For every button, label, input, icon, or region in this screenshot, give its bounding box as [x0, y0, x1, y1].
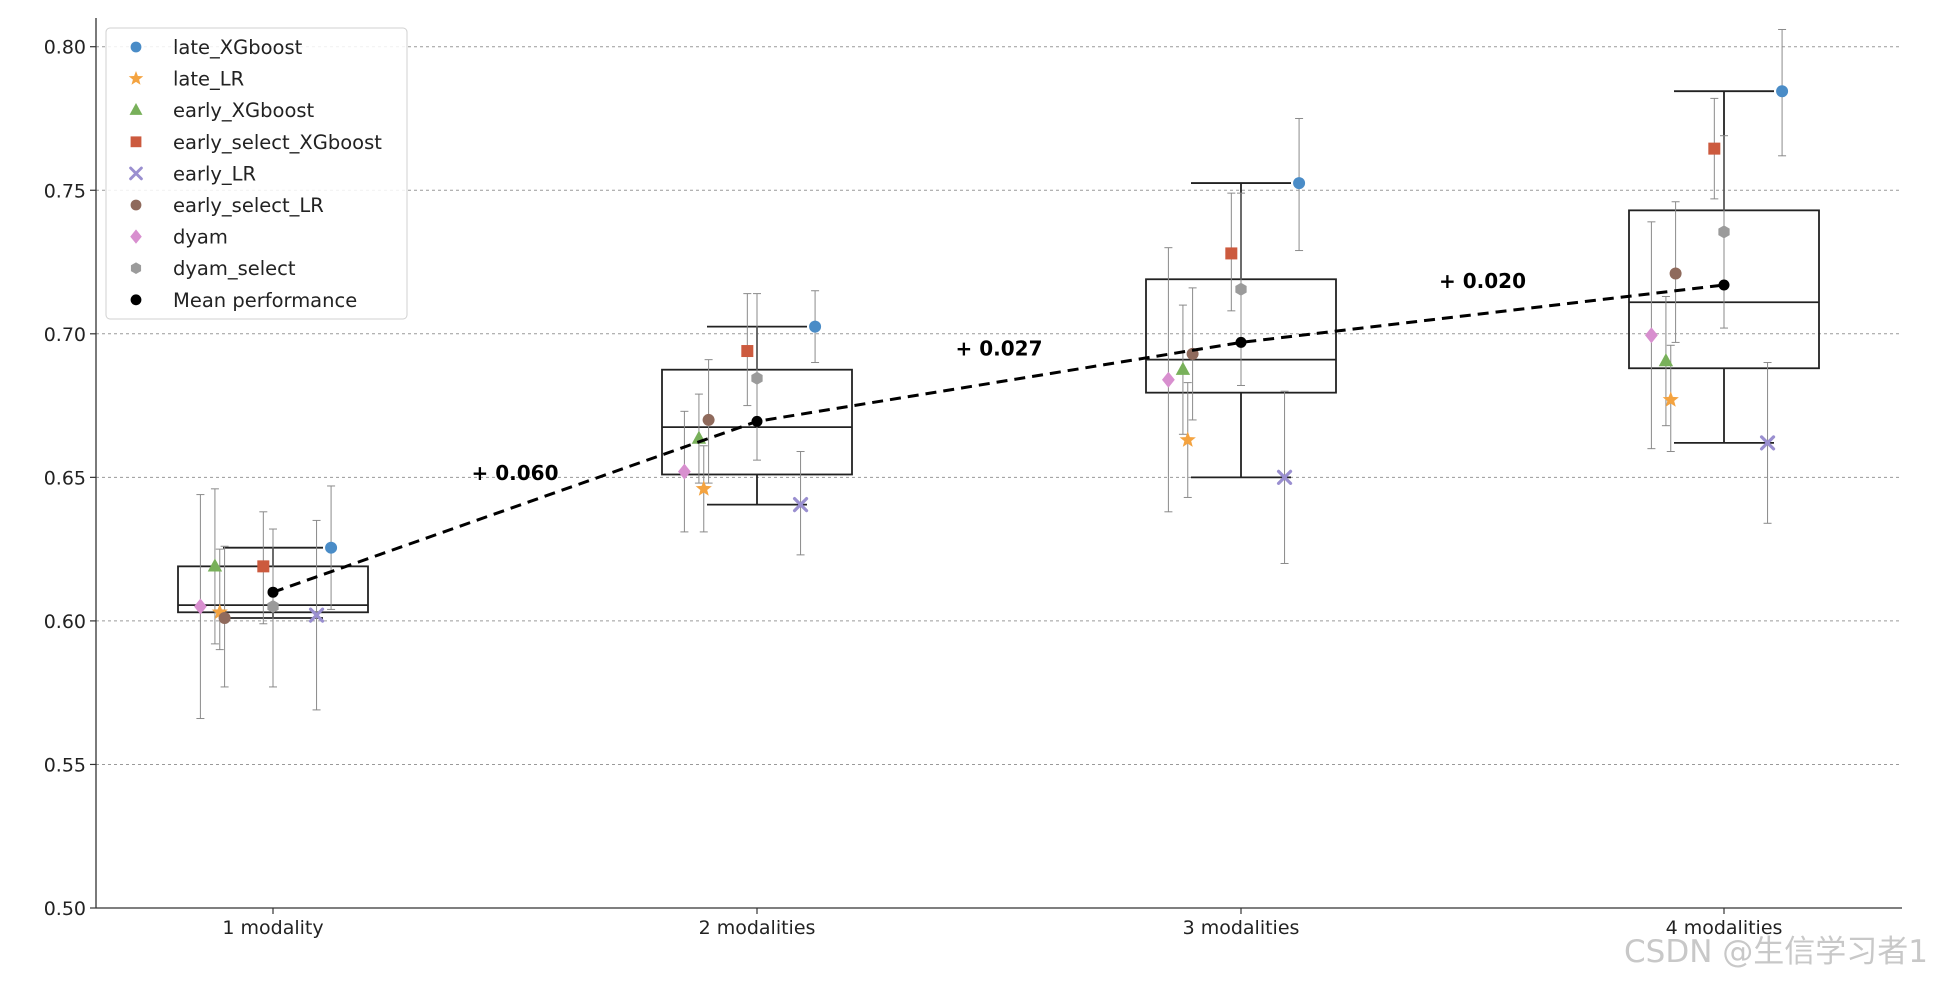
point-late-xgboost — [325, 541, 338, 554]
improvement-annotations: + 0.060 + 0.027 + 0.020 — [472, 269, 1526, 485]
y-tick-label: 0.75 — [44, 180, 86, 202]
point-dyam-select — [1235, 282, 1247, 296]
point-late-lr — [211, 603, 228, 620]
point-early-xgboost — [1658, 353, 1674, 367]
improvement-label: + 0.027 — [956, 336, 1043, 360]
y-tick-label: 0.65 — [44, 467, 86, 489]
x-marker-stroke — [1276, 469, 1293, 485]
legend-label: early_select_XGboost — [173, 131, 382, 154]
legend-marker-late-lr — [128, 70, 144, 85]
point-early-select-xgboost — [1225, 247, 1238, 260]
point-mean-performance — [267, 586, 279, 598]
point-early-select-xgboost — [1708, 142, 1721, 155]
point-early-select-lr — [1669, 267, 1682, 280]
legend-marker-late-xgboost — [130, 41, 142, 53]
point-late-xgboost — [809, 320, 822, 333]
x-tick-label: 2 modalities — [699, 917, 816, 939]
legend-label: late_LR — [173, 68, 244, 91]
point-mean-performance — [1235, 336, 1247, 348]
legend-marker-early-select-xgboost — [130, 136, 142, 148]
point-dyam-select — [267, 600, 279, 614]
x-marker-stroke — [792, 497, 809, 513]
legend-marker-mean-performance — [130, 294, 142, 306]
x-marker-stroke — [1759, 435, 1776, 451]
point-dyam — [678, 463, 691, 480]
legend-label: early_select_LR — [173, 194, 324, 217]
point-early-select-xgboost — [741, 345, 754, 358]
x-tick-label: 3 modalities — [1183, 917, 1300, 939]
point-early-lr — [1759, 435, 1776, 451]
x-marker-stroke — [129, 166, 143, 181]
improvement-label: + 0.060 — [472, 461, 559, 485]
point-early-lr — [308, 607, 325, 623]
trend-line — [272, 283, 1725, 594]
point-late-lr — [1662, 391, 1679, 407]
legend-marker-early-lr — [129, 166, 143, 181]
legend-label: early_XGboost — [173, 99, 315, 122]
point-mean-performance — [751, 415, 763, 427]
point-late-xgboost — [1293, 177, 1306, 190]
point-early-select-lr — [218, 612, 231, 625]
point-dyam — [1162, 371, 1175, 388]
legend-label: early_LR — [173, 162, 256, 185]
point-late-xgboost — [1776, 85, 1789, 98]
x-axis-ticks: 1 modality 2 modalities 3 modalities 4 moda… — [222, 908, 1782, 939]
y-tick-label: 0.50 — [44, 898, 86, 920]
point-early-xgboost — [207, 558, 223, 572]
x-tick-label: 1 modality — [222, 917, 323, 939]
legend-label: dyam_select — [173, 257, 296, 280]
y-tick-label: 0.55 — [44, 754, 86, 776]
x-marker-stroke — [308, 607, 325, 623]
point-early-select-lr — [702, 413, 715, 426]
x-tick-label: 4 modalities — [1666, 917, 1783, 939]
watermark-text: CSDN @生信学习者1 — [1624, 934, 1928, 970]
legend-marker-dyam — [130, 229, 142, 244]
point-dyam-select — [1718, 225, 1730, 239]
legend-marker-dyam-select — [130, 262, 142, 275]
point-late-lr — [695, 480, 712, 496]
point-early-xgboost — [1175, 361, 1191, 375]
legend-label: Mean performance — [173, 289, 357, 312]
error-bars — [196, 28, 1787, 720]
improvement-label: + 0.020 — [1439, 269, 1526, 293]
point-early-lr — [1276, 469, 1293, 485]
point-early-select-xgboost — [257, 560, 270, 573]
mean-trend-line — [267, 279, 1730, 598]
legend-marker-early-xgboost — [129, 103, 143, 115]
point-mean-performance — [1718, 279, 1730, 291]
point-late-lr — [1179, 431, 1196, 447]
point-dyam — [1645, 327, 1658, 344]
point-dyam-select — [751, 371, 763, 385]
legend-marker-early-select-lr — [130, 199, 142, 211]
point-early-lr — [792, 497, 809, 513]
y-tick-label: 0.60 — [44, 611, 86, 633]
point-dyam — [194, 598, 207, 615]
axes — [95, 18, 1902, 909]
y-axis-ticks: 0.50 0.55 0.60 0.65 0.70 0.75 0.80 — [44, 37, 96, 920]
legend: late_XGboost late_LR early_XGboost early_se… — [105, 27, 408, 320]
legend-label: late_XGboost — [173, 36, 303, 59]
y-tick-label: 0.70 — [44, 324, 86, 346]
y-tick-label: 0.80 — [44, 37, 86, 59]
legend-label: dyam — [173, 226, 228, 249]
legend-box — [105, 27, 408, 320]
